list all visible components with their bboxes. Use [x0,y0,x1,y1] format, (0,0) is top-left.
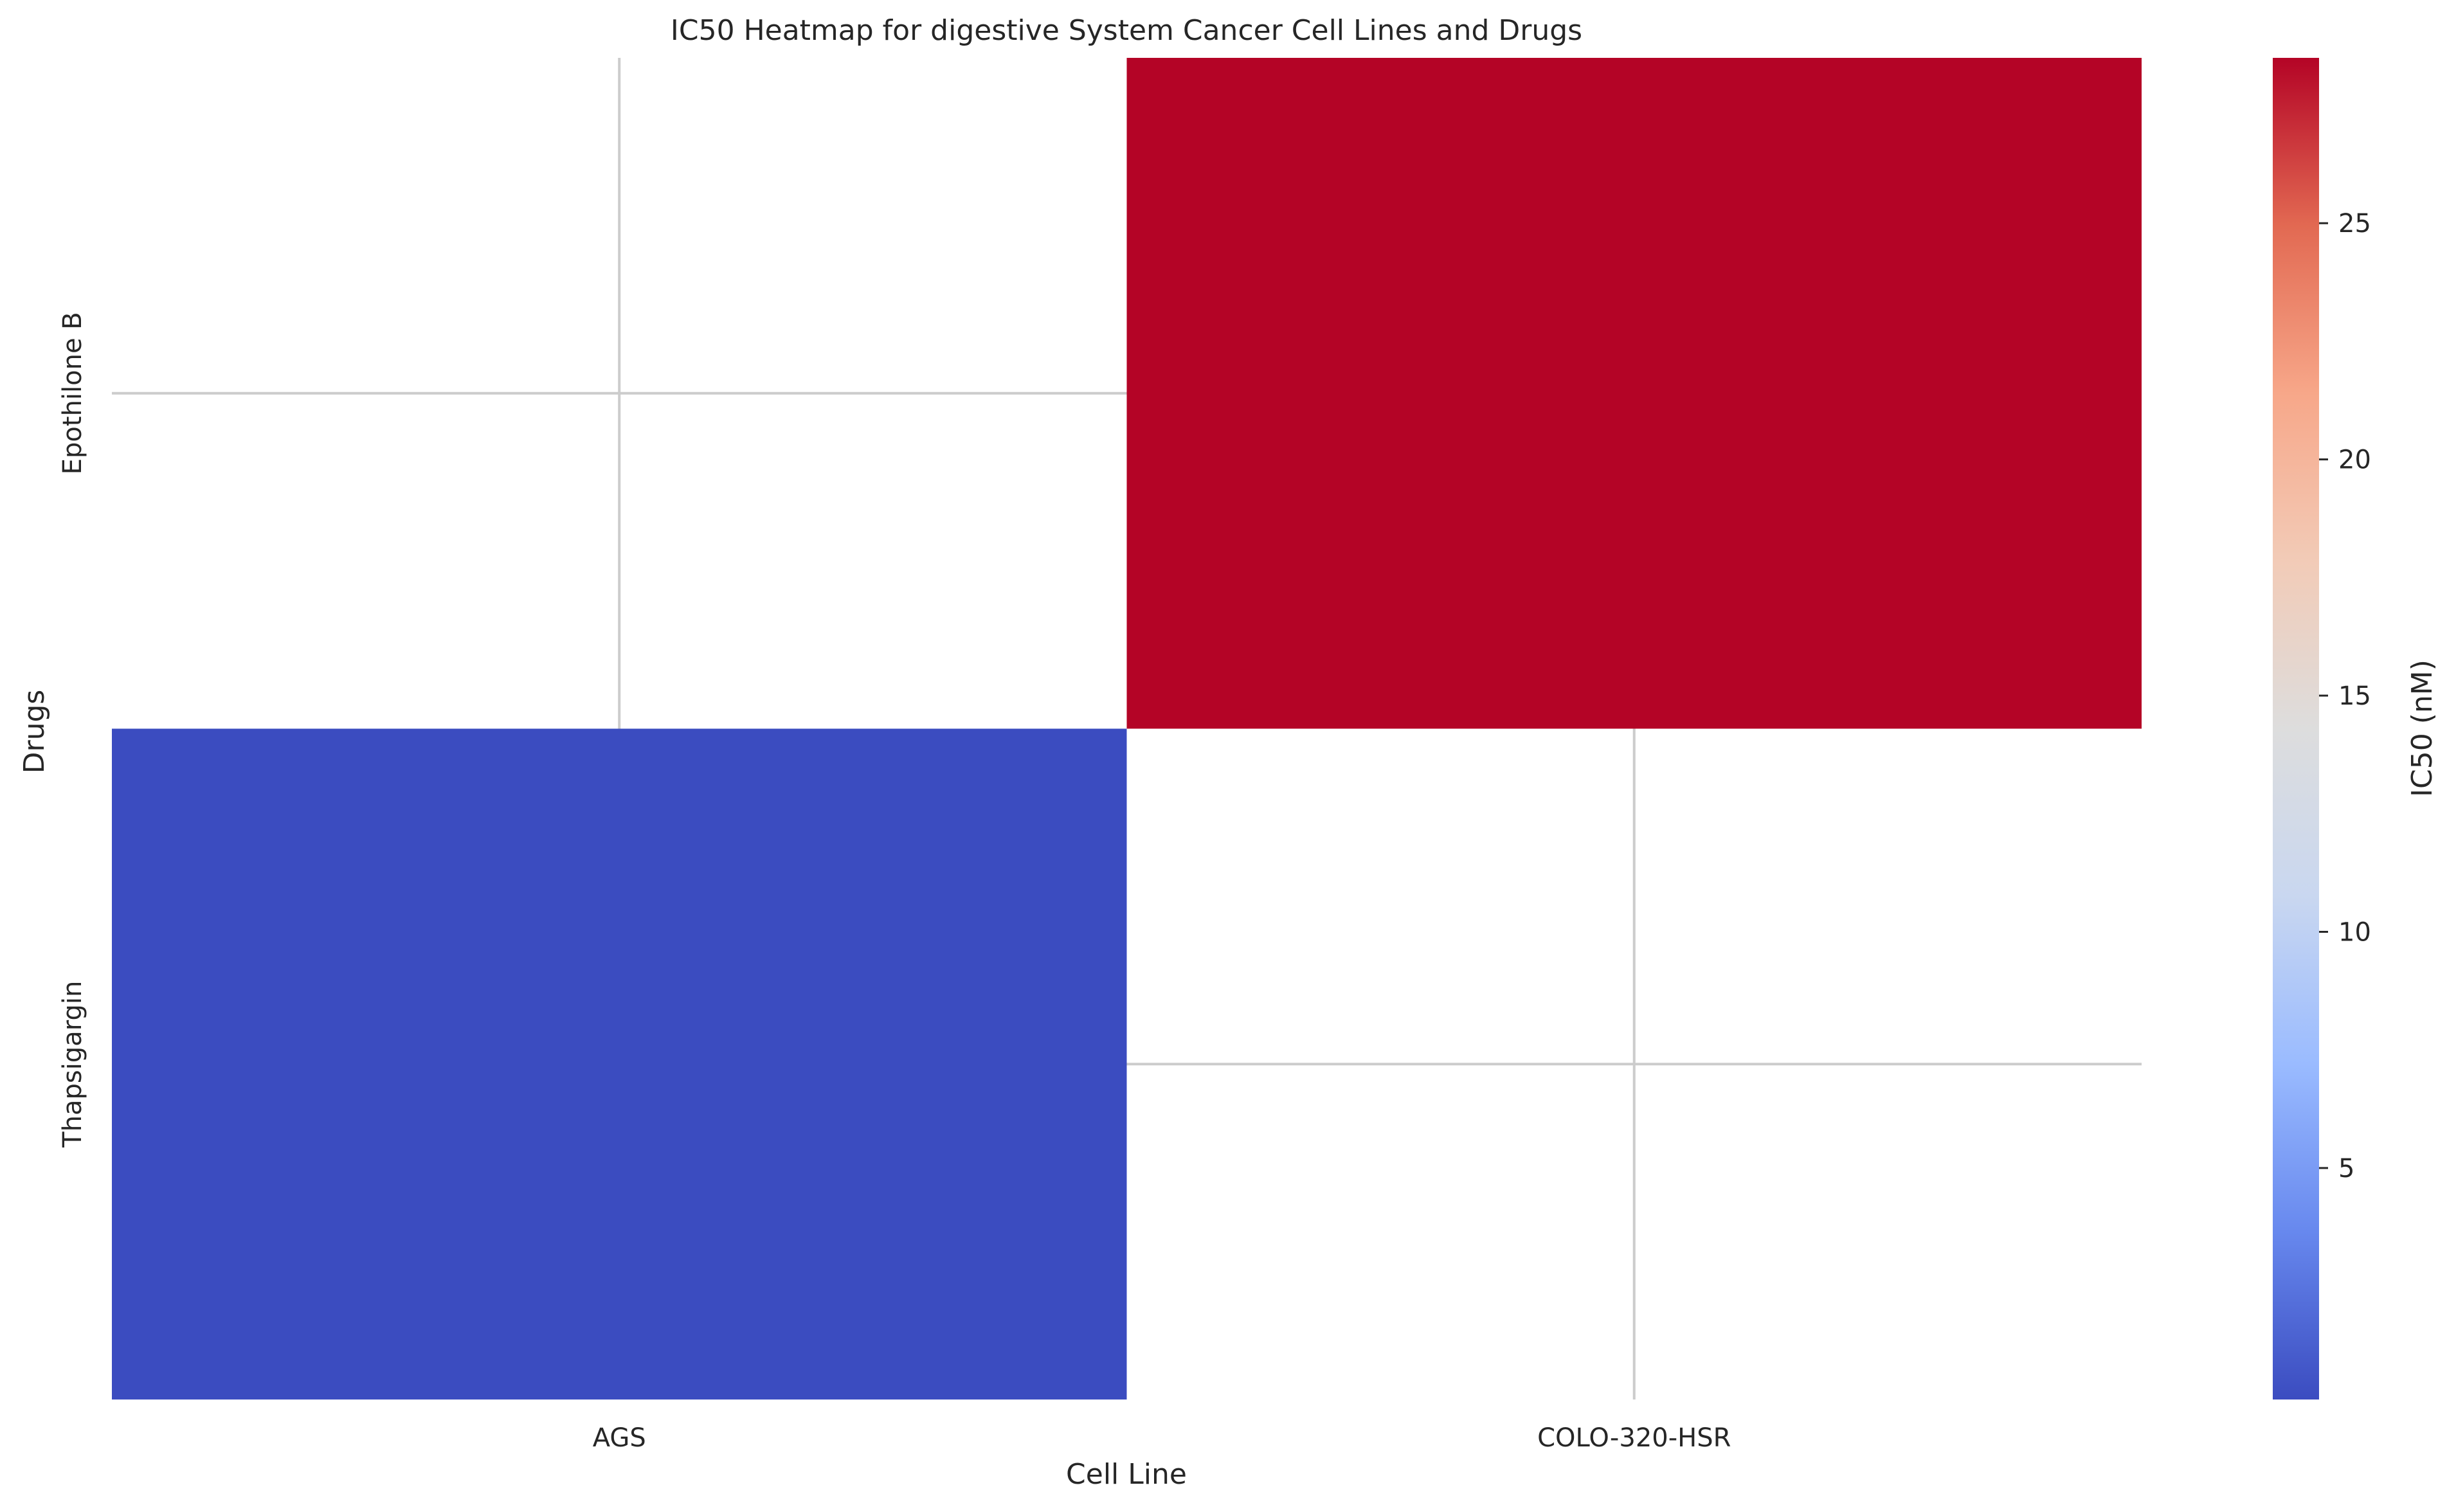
y-tick-label: Thapsigargin [58,981,87,1148]
heatmap-cells [112,58,2142,1400]
y-tick-label: Epothilone B [58,312,87,474]
heatmap-cell-epothilone-b-colo-320-hsr [1126,58,2142,729]
chart-title: IC50 Heatmap for digestive System Cancer… [671,14,1582,47]
colorbar-tick-label: 20 [2338,446,2371,475]
colorbar-tick-label: 15 [2338,681,2371,711]
heatmap-cell-thapsigargin-ags [112,728,1127,1400]
colorbar [2273,58,2319,1400]
y-axis-label: Drugs [18,690,51,774]
x-axis-label: Cell Line [1066,1458,1187,1491]
colorbar-ticks: 5 10 15 20 25 [2319,209,2371,1184]
colorbar-tick-label: 10 [2338,917,2371,947]
x-tick-label: COLO-320-HSR [1537,1423,1731,1453]
colorbar-tick-label: 5 [2338,1154,2354,1184]
x-tick-label: AGS [593,1423,646,1453]
x-tick-labels: AGS COLO-320-HSR [593,1423,1731,1453]
y-tick-labels: Epothilone B Thapsigargin [58,312,87,1148]
colorbar-label: IC50 (nM) [2406,660,2439,797]
colorbar-tick-label: 25 [2338,209,2371,239]
